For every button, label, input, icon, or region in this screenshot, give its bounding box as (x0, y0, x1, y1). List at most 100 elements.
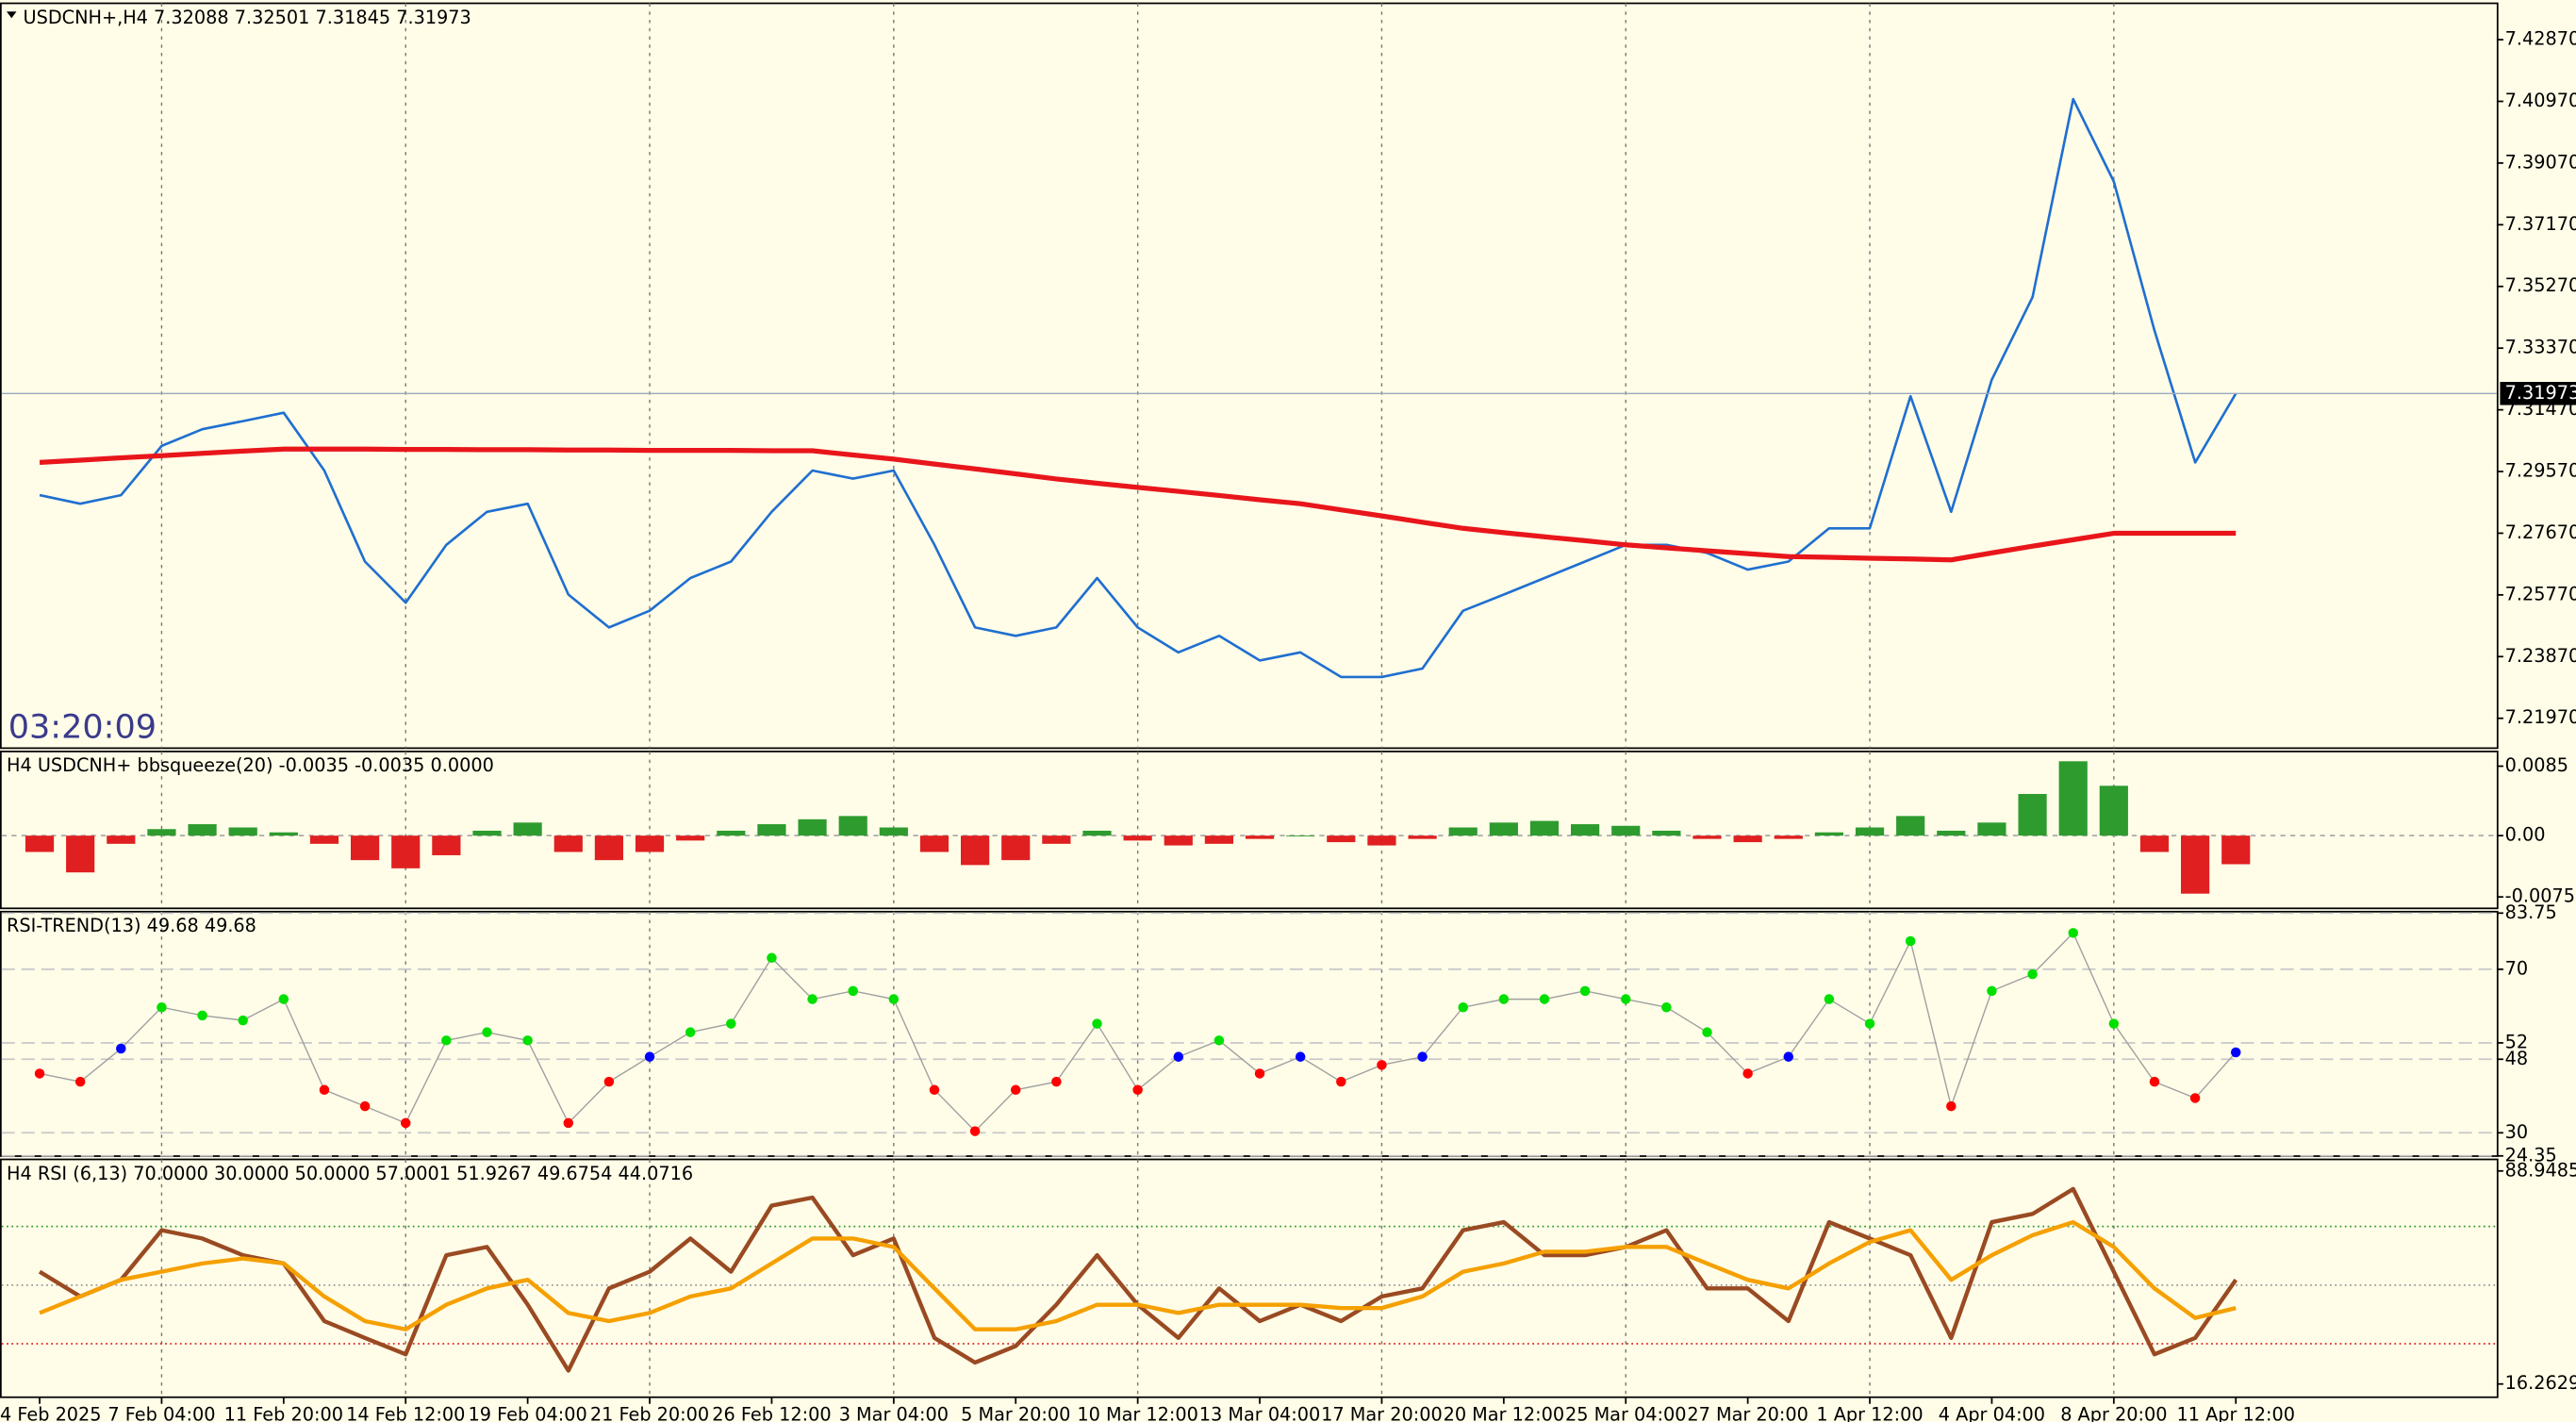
y-tick-label: 24.35 (2505, 1144, 2557, 1166)
histogram-bar (2221, 835, 2251, 865)
trend-dot (1539, 994, 1550, 1004)
trend-dot (1336, 1076, 1346, 1087)
trend-dot (278, 994, 289, 1004)
chart-title: USDCNH+,H4 7.32088 7.32501 7.31845 7.319… (24, 7, 471, 28)
x-tick-label: 4 Feb 2025 (0, 1403, 102, 1422)
y-tick-label: 0.0085 (2505, 754, 2568, 776)
trend-dot (1458, 1001, 1468, 1013)
histogram-bar (2058, 761, 2088, 836)
y-tick-label: 16.2629 (2505, 1372, 2576, 1394)
y-tick-label: -0.0075 (2505, 885, 2575, 907)
histogram-bar (25, 835, 55, 852)
trend-dot (563, 1117, 574, 1129)
trend-dot (2189, 1093, 2201, 1103)
trend-dot (2068, 928, 2078, 938)
histogram-bar (2139, 835, 2170, 852)
rsi-trend-panel (0, 910, 2499, 1157)
histogram-bar (1611, 825, 1641, 836)
histogram-bar (1245, 835, 1275, 839)
rsi-panel (0, 1158, 2499, 1398)
series-line (39, 97, 2237, 679)
menu-icon[interactable] (7, 11, 17, 19)
trend-dot (1173, 1051, 1184, 1062)
y-tick-label: 7.40970 (2505, 90, 2576, 111)
histogram-bar (107, 835, 136, 844)
histogram-bar (1204, 835, 1233, 844)
y-tick-label: 52 (2505, 1031, 2528, 1052)
trend-dot (1987, 985, 1997, 997)
y-tick-label: 7.27670 (2505, 521, 2576, 543)
x-tick-label: 11 Apr 12:00 (2176, 1403, 2295, 1422)
histogram-bar (1693, 835, 1722, 839)
trend-dot (319, 1084, 330, 1096)
y-tick-label: 48 (2505, 1048, 2528, 1069)
y-tick-label: 0.00 (2505, 824, 2546, 846)
trend-dot (441, 1035, 452, 1046)
trend-dot (1498, 994, 1510, 1004)
trend-dot (1214, 1035, 1225, 1046)
trend-dot (157, 1001, 167, 1013)
x-tick-label: 13 Mar 04:00 (1199, 1403, 1321, 1422)
current-price-label: 7.31973 (2505, 382, 2576, 404)
x-tick-label: 21 Feb 20:00 (590, 1403, 709, 1422)
trend-dot (400, 1117, 411, 1129)
histogram-bar (513, 822, 542, 836)
x-tick-label: 27 Mar 20:00 (1687, 1403, 1808, 1422)
histogram-bar (309, 835, 339, 844)
y-tick-label: 7.21970 (2505, 706, 2576, 728)
trend-dot (359, 1100, 371, 1112)
histogram-bar (1082, 830, 1112, 836)
histogram-bar (1001, 835, 1031, 861)
histogram-bar (919, 835, 949, 852)
trend-dot (2027, 968, 2038, 980)
histogram-bar (432, 835, 461, 855)
x-tick-label: 25 Mar 04:00 (1565, 1403, 1687, 1422)
trend-dot (726, 1018, 736, 1029)
trend-dot (1295, 1051, 1306, 1062)
histogram-bar (1286, 835, 1315, 837)
price-panel (0, 2, 2499, 750)
trend-dot (1579, 985, 1591, 997)
y-tick-label: 7.25770 (2505, 583, 2576, 604)
trend-dot (1620, 994, 1631, 1004)
y-tick-label: 88.9485 (2505, 1159, 2576, 1181)
histogram-bar (838, 816, 867, 836)
histogram-bar (879, 827, 908, 836)
y-tick-label: 7.35270 (2505, 274, 2576, 296)
histogram-bar (594, 835, 623, 861)
histogram-bar (391, 835, 421, 868)
histogram-bar (1733, 835, 1762, 843)
histogram-bar (147, 829, 176, 836)
trend-dot (522, 1035, 533, 1046)
histogram-bar (553, 835, 583, 852)
trend-dot (197, 1010, 207, 1021)
x-tick-label: 3 Mar 04:00 (839, 1403, 949, 1422)
y-tick-label: 7.37170 (2505, 213, 2576, 235)
histogram-bar (1814, 832, 1843, 836)
x-tick-label: 7 Feb 04:00 (107, 1403, 215, 1422)
x-tick-label: 11 Feb 20:00 (224, 1403, 343, 1422)
trend-dot (685, 1027, 696, 1037)
x-tick-label: 4 Apr 04:00 (1939, 1403, 2045, 1422)
histogram-bar (1367, 835, 1396, 846)
current-price-box (2500, 382, 2576, 405)
x-tick-label: 26 Feb 12:00 (712, 1403, 831, 1422)
histogram-bar (66, 835, 95, 873)
bbsqueeze-panel (0, 751, 2499, 910)
series-line (39, 446, 2237, 563)
trend-dot (1132, 1084, 1143, 1096)
trend-dot (34, 1068, 45, 1079)
y-tick-label: 7.42870 (2505, 28, 2576, 50)
trend-dot (1661, 1001, 1672, 1013)
trend-dot (1783, 1051, 1794, 1062)
indicator-title: H4 RSI (6,13) 70.0000 30.0000 50.0000 57… (7, 1163, 693, 1184)
histogram-bar (1327, 835, 1356, 843)
x-tick-label: 5 Mar 20:00 (961, 1403, 1070, 1422)
trend-dot (2149, 1076, 2160, 1087)
histogram-bar (2099, 785, 2128, 836)
histogram-bar (2018, 793, 2047, 836)
trend-dot (807, 994, 817, 1004)
trend-dot (1417, 1051, 1428, 1062)
y-tick-label: 30 (2505, 1121, 2528, 1143)
